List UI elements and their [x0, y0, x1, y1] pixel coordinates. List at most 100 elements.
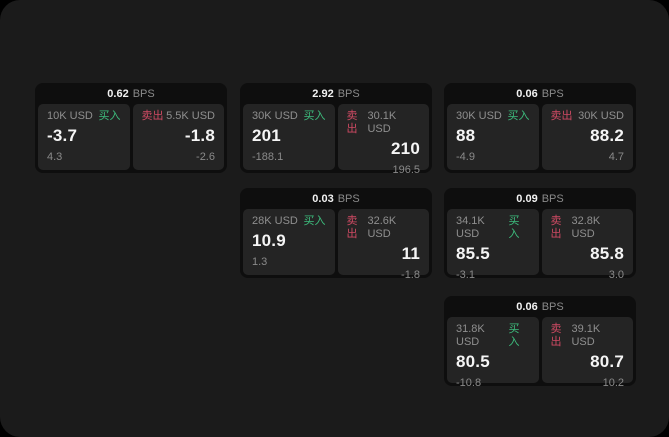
sell-label: 卖出 — [346, 110, 358, 135]
sell-price: 210 — [391, 139, 420, 158]
panel-top: 28K USD 买入 — [252, 215, 326, 228]
bps-unit: BPS — [541, 300, 564, 313]
bps-value: 2.92 — [312, 87, 334, 100]
quote-card-3: 0.06 BPS 30K USD 买入 88 -4.9 卖出 30K USD 8… — [444, 83, 636, 173]
sell-label: 卖出 — [141, 110, 164, 122]
bps-unit: BPS — [541, 192, 564, 205]
bps-unit: BPS — [337, 87, 360, 100]
panel-top: 卖出 30.1K USD — [347, 110, 421, 136]
panel-top: 卖出 32.8K USD — [551, 215, 625, 241]
buy-delta: -10.8 — [456, 377, 482, 389]
card-header: 2.92 BPS — [243, 83, 429, 104]
buy-price: 80.5 — [456, 352, 490, 371]
panel-top: 卖出 30K USD — [551, 110, 625, 123]
quote-card-2: 2.92 BPS 30K USD 买入 201 -188.1 卖出 30.1K … — [240, 83, 432, 176]
buy-label: 买入 — [98, 110, 121, 122]
sell-delta: -1.8 — [401, 269, 420, 281]
card-header: 0.62 BPS — [38, 83, 224, 104]
buy-panel[interactable]: 30K USD 买入 201 -188.1 — [243, 104, 335, 170]
card-header: 0.09 BPS — [447, 188, 633, 209]
panels: 10K USD 买入 -3.7 4.3 卖出 5.5K USD -1.8 -2.… — [38, 104, 224, 170]
sell-panel[interactable]: 卖出 30.1K USD 210 196.5 — [337, 104, 429, 176]
panels: 31.8K USD 买入 80.5 -10.8 卖出 39.1K USD 80.… — [447, 317, 633, 389]
buy-price: 10.9 — [252, 231, 286, 250]
card-header: 0.03 BPS — [243, 188, 429, 209]
bps-value: 0.06 — [516, 87, 538, 100]
buy-panel[interactable]: 31.8K USD 买入 80.5 -10.8 — [447, 317, 539, 389]
panel-top: 34.1K USD 买入 — [456, 215, 530, 241]
sell-amount: 5.5K USD — [166, 110, 215, 122]
bps-value: 0.09 — [516, 192, 538, 205]
buy-label: 买入 — [507, 110, 530, 122]
sell-delta: 3.0 — [608, 269, 624, 281]
panels: 30K USD 买入 88 -4.9 卖出 30K USD 88.2 4.7 — [447, 104, 633, 170]
quote-card-5: 0.09 BPS 34.1K USD 买入 85.5 -3.1 卖出 32.8K… — [444, 188, 636, 281]
sell-amount: 39.1K USD — [571, 323, 601, 348]
buy-amount: 30K USD — [456, 110, 502, 122]
buy-price: 201 — [252, 126, 281, 145]
buy-panel[interactable]: 34.1K USD 买入 85.5 -3.1 — [447, 209, 539, 281]
bps-unit: BPS — [132, 87, 155, 100]
sell-label: 卖出 — [550, 323, 562, 348]
sell-label: 卖出 — [550, 215, 562, 240]
sell-amount: 32.8K USD — [571, 215, 601, 240]
sell-price: -1.8 — [184, 126, 215, 145]
sell-amount: 30.1K USD — [367, 110, 397, 135]
quote-card-1: 0.62 BPS 10K USD 买入 -3.7 4.3 卖出 5.5K USD… — [35, 83, 227, 173]
bps-value: 0.62 — [107, 87, 129, 100]
panel-top: 30K USD 买入 — [252, 110, 326, 123]
panels: 30K USD 买入 201 -188.1 卖出 30.1K USD 210 1… — [243, 104, 429, 176]
sell-panel[interactable]: 卖出 32.6K USD 11 -1.8 — [337, 209, 429, 281]
bps-unit: BPS — [541, 87, 564, 100]
panel-top: 10K USD 买入 — [47, 110, 121, 123]
buy-delta: 4.3 — [47, 151, 63, 163]
sell-delta: 196.5 — [392, 164, 420, 176]
panels: 34.1K USD 买入 85.5 -3.1 卖出 32.8K USD 85.8… — [447, 209, 633, 281]
buy-price: 85.5 — [456, 244, 490, 263]
buy-panel[interactable]: 30K USD 买入 88 -4.9 — [447, 104, 539, 170]
sell-amount: 32.6K USD — [367, 215, 397, 240]
sell-amount: 30K USD — [578, 110, 624, 122]
sell-delta: -2.6 — [196, 151, 215, 163]
bps-value: 0.03 — [312, 192, 334, 205]
buy-delta: -188.1 — [252, 151, 284, 163]
buy-amount: 10K USD — [47, 110, 93, 122]
panel-top: 卖出 32.6K USD — [347, 215, 421, 241]
sell-panel[interactable]: 卖出 30K USD 88.2 4.7 — [541, 104, 633, 170]
buy-label: 买入 — [508, 215, 520, 240]
panel-top: 卖出 39.1K USD — [551, 323, 625, 349]
buy-panel[interactable]: 10K USD 买入 -3.7 4.3 — [38, 104, 130, 170]
buy-amount: 30K USD — [252, 110, 298, 122]
buy-delta: -3.1 — [456, 269, 475, 281]
sell-panel[interactable]: 卖出 39.1K USD 80.7 10.2 — [541, 317, 633, 389]
buy-delta: 1.3 — [252, 256, 268, 268]
buy-delta: -4.9 — [456, 151, 475, 163]
card-header: 0.06 BPS — [447, 296, 633, 317]
buy-amount: 28K USD — [252, 215, 298, 227]
panel-top: 卖出 5.5K USD — [142, 110, 216, 123]
panel-top: 31.8K USD 买入 — [456, 323, 530, 349]
buy-panel[interactable]: 28K USD 买入 10.9 1.3 — [243, 209, 335, 275]
panel-top: 30K USD 买入 — [456, 110, 530, 123]
sell-price: 85.8 — [590, 244, 624, 263]
sell-price: 11 — [401, 244, 420, 263]
buy-amount: 31.8K USD — [456, 323, 485, 348]
sell-label: 卖出 — [346, 215, 358, 240]
bps-value: 0.06 — [516, 300, 538, 313]
panels: 28K USD 买入 10.9 1.3 卖出 32.6K USD 11 -1.8 — [243, 209, 429, 281]
quote-card-4: 0.03 BPS 28K USD 买入 10.9 1.3 卖出 32.6K US… — [240, 188, 432, 281]
sell-panel[interactable]: 卖出 32.8K USD 85.8 3.0 — [541, 209, 633, 281]
card-header: 0.06 BPS — [447, 83, 633, 104]
sell-label: 卖出 — [550, 110, 573, 122]
buy-price: -3.7 — [47, 126, 78, 145]
buy-label: 买入 — [303, 215, 326, 227]
bps-unit: BPS — [337, 192, 360, 205]
sell-price: 88.2 — [590, 126, 624, 145]
sell-panel[interactable]: 卖出 5.5K USD -1.8 -2.6 — [132, 104, 224, 170]
buy-price: 88 — [456, 126, 476, 145]
sell-delta: 4.7 — [608, 151, 624, 163]
buy-label: 买入 — [508, 323, 520, 348]
quote-card-6: 0.06 BPS 31.8K USD 买入 80.5 -10.8 卖出 39.1… — [444, 296, 636, 389]
buy-label: 买入 — [303, 110, 326, 122]
